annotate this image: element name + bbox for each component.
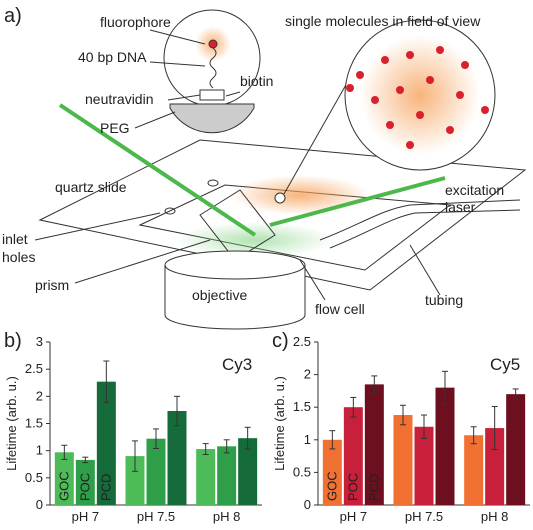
chart-title: Cy5	[490, 355, 520, 374]
laser-spot	[230, 175, 370, 215]
label: excitation	[445, 182, 504, 198]
y-tick-label: 3	[36, 334, 43, 349]
legend-label: PCD	[366, 474, 381, 501]
legend-label: POC	[345, 473, 360, 501]
fluorophore	[209, 40, 217, 48]
y-tick-label: 0	[36, 497, 43, 512]
bar	[217, 446, 236, 505]
panel-label: a)	[4, 5, 22, 27]
label: single molecules in field of view	[285, 13, 481, 29]
legend-label: GOC	[56, 471, 71, 501]
chart-title: Cy3	[222, 355, 252, 374]
label: holes	[2, 249, 35, 265]
label: prism	[35, 277, 69, 293]
y-tick-label: 0.5	[25, 470, 43, 485]
label: quartz slide	[55, 179, 127, 195]
label: 40 bp DNA	[78, 49, 147, 65]
figure: a) fluorophore 40 bp DNA neutravidin bio…	[0, 0, 533, 525]
bar	[394, 415, 413, 505]
pointer	[410, 245, 440, 295]
y-tick-label: 2	[304, 367, 311, 382]
bar	[436, 388, 455, 505]
label: inlet	[2, 231, 28, 247]
diagram: a) fluorophore 40 bp DNA neutravidin bio…	[2, 5, 525, 329]
y-tick-label: 1.5	[25, 416, 43, 431]
objective-top	[165, 251, 305, 279]
legend-label: PCD	[98, 474, 113, 501]
pointer	[135, 112, 175, 128]
y-tick-label: 2.5	[25, 361, 43, 376]
label: tubing	[425, 292, 463, 308]
y-tick-label: 1	[304, 432, 311, 447]
page: a) fluorophore 40 bp DNA neutravidin bio…	[0, 0, 533, 530]
peg	[170, 104, 254, 133]
panel-label: c)	[272, 330, 289, 352]
label: PEG	[100, 120, 130, 136]
y-tick-label: 1.5	[293, 399, 311, 414]
legend-label: GOC	[324, 471, 339, 501]
label: fluorophore	[100, 14, 171, 30]
x-tick-label: pH 7.5	[137, 509, 175, 524]
bar	[464, 435, 483, 505]
y-tick-label: 0	[304, 497, 311, 512]
bar	[196, 449, 215, 505]
label: laser	[445, 199, 476, 215]
x-tick-label: pH 8	[213, 509, 240, 524]
x-tick-label: pH 7.5	[405, 509, 443, 524]
y-tick-label: 2	[36, 388, 43, 403]
y-tick-label: 1	[36, 443, 43, 458]
neutravidin	[200, 90, 224, 100]
y-axis-label: Lifetime (arb. u.)	[272, 376, 287, 471]
bar	[506, 394, 525, 505]
y-tick-label: 2.5	[293, 334, 311, 349]
x-tick-label: pH 7	[72, 509, 99, 524]
y-axis-label: Lifetime (arb. u.)	[4, 376, 19, 471]
label: neutravidin	[85, 91, 154, 107]
panel-label: b)	[4, 330, 22, 352]
focus	[275, 193, 285, 203]
legend-label: POC	[77, 473, 92, 501]
y-tick-label: 0.5	[293, 464, 311, 479]
label: objective	[192, 287, 247, 303]
x-tick-label: pH 8	[481, 509, 508, 524]
label: biotin	[240, 73, 273, 89]
x-tick-label: pH 7	[340, 509, 367, 524]
label: flow cell	[315, 301, 365, 317]
